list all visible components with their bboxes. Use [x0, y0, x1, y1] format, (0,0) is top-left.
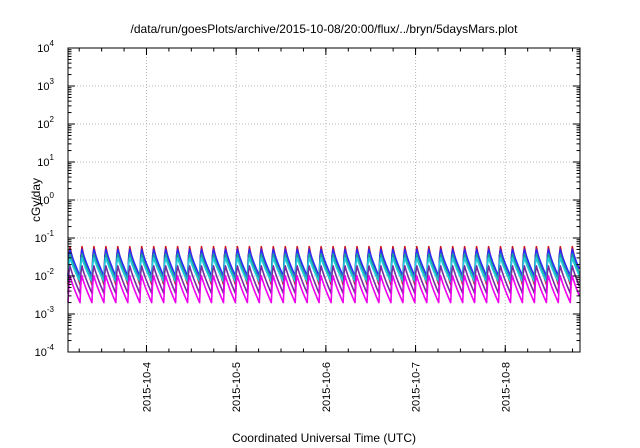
y-tick-label: 10-2: [35, 267, 55, 283]
y-tick-label: 102: [37, 115, 54, 131]
y-tick-label: 100: [37, 191, 54, 207]
series-line-2: [67, 248, 581, 277]
y-tick-label: 10-4: [35, 343, 55, 359]
x-tick-label: 2015-10-6: [321, 362, 333, 412]
series-line-6: [67, 274, 581, 304]
gridlines: [68, 48, 580, 352]
series-line-4: [67, 257, 581, 283]
y-tick-label: 101: [37, 153, 54, 169]
x-tick-label: 2015-10-5: [231, 362, 243, 412]
y-tick-label: 10-1: [35, 229, 55, 245]
series-line-3: [67, 253, 581, 281]
series-line-5: [67, 265, 581, 295]
chart-title: /data/run/goesPlots/archive/2015-10-08/2…: [131, 22, 519, 36]
axis-ticks: [68, 47, 580, 353]
x-tick-label: 2015-10-7: [411, 362, 423, 412]
x-tick-labels: 2015-10-4 2015-10-5 2015-10-6 2015-10-7 2015…: [141, 362, 512, 412]
x-tick-label: 2015-10-8: [500, 362, 512, 412]
series-group: [67, 245, 581, 304]
x-tick-label: 2015-10-4: [141, 362, 153, 412]
y-axis-label: cGy/day: [29, 178, 43, 222]
x-axis-label: Coordinated Universal Time (UTC): [232, 431, 416, 445]
y-tick-labels: 10-4 10-3 10-2 10-1 100 101 102 103 104: [35, 39, 55, 359]
y-tick-label: 104: [37, 39, 54, 55]
y-tick-label: 10-3: [35, 305, 55, 321]
y-tick-label: 103: [37, 77, 54, 93]
